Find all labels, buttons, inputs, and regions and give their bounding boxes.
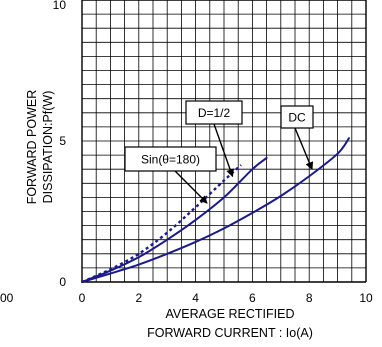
x-tick-label: 6	[249, 291, 256, 305]
grid-layer	[81, 0, 367, 283]
x-tick-label: 2	[135, 291, 142, 305]
x-tick-label: 0	[79, 291, 86, 305]
x-tick-label: 4	[192, 291, 199, 305]
y-tick-label: 0	[59, 275, 66, 289]
series-line-duty-half	[81, 164, 242, 284]
curves-layer	[81, 137, 350, 284]
annotation-arrow-sine-180	[174, 170, 208, 204]
y-tick-label: 10	[53, 0, 67, 12]
annotation-arrow-dc	[294, 127, 314, 171]
stray-label: 00	[0, 291, 14, 305]
x-tick-label: 10	[359, 291, 373, 305]
y-tick-label: 5	[59, 134, 66, 148]
annotation-arrow-duty-half	[213, 123, 234, 178]
annotation-layer: D=1/2 DC Sin(θ=180)	[124, 100, 314, 204]
series-line-sine-180	[81, 156, 268, 283]
annotation-label-sine-180: Sin(θ=180)	[141, 153, 200, 167]
x-tick-label: 8	[306, 291, 313, 305]
tick-label-layer: 0 2 4 6 8 10 0 5 10	[53, 0, 373, 305]
annotation-box-dc	[280, 105, 314, 129]
x-axis-title-line2: FORWARD CURRENT : Io(A)	[147, 326, 313, 340]
y-axis-title-line1: FORWARD POWER	[25, 90, 39, 205]
x-axis-title-line1: AVERAGE RECTIFIED	[166, 307, 295, 321]
y-axis-title-line2: DISSIPATION:Pf(W)	[41, 91, 55, 204]
annotation-label-dc: DC	[288, 111, 306, 125]
annotation-box-sine-180	[124, 146, 217, 172]
annotation-label-duty-half: D=1/2	[198, 106, 231, 120]
series-line-dc	[81, 137, 350, 283]
